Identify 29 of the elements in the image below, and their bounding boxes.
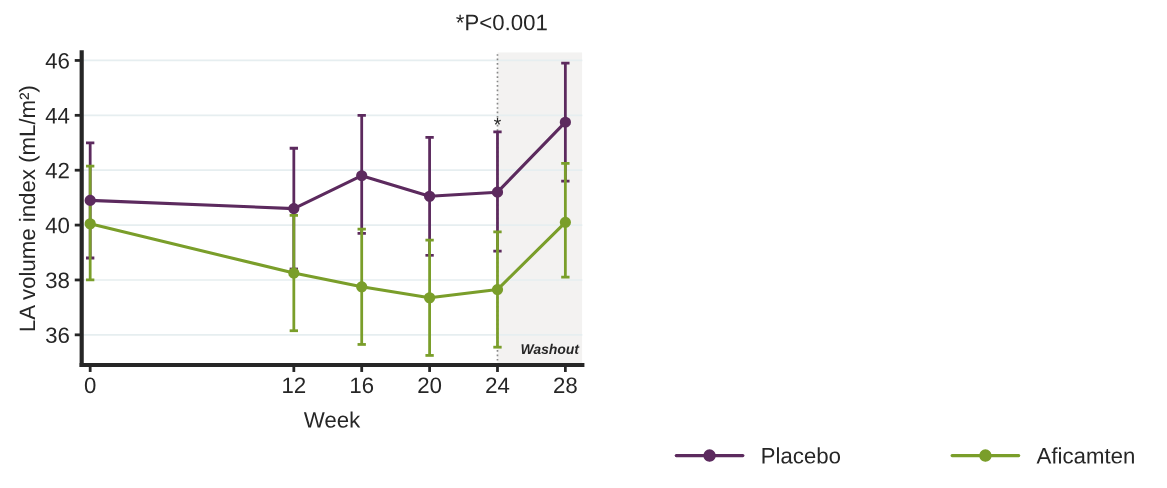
point [559, 116, 571, 128]
annotation: * [494, 117, 501, 125]
legend-label: Aficamten [1036, 447, 1134, 464]
y-tick-label: 46 [45, 52, 69, 69]
text: *P<0.001 [456, 14, 547, 31]
x-tick-label: 20 [418, 377, 442, 394]
point [491, 186, 504, 198]
point [84, 218, 96, 230]
y-tick-label: 42 [45, 162, 69, 179]
point [424, 190, 436, 202]
x-tick-label: 0 [84, 377, 96, 394]
y-axis-title: LA volume index (mL/m²) [18, 86, 40, 331]
point [424, 292, 436, 304]
x-tick-label: 28 [554, 377, 577, 394]
x-tick-label: 16 [351, 377, 374, 394]
y-tick-label: 38 [46, 272, 69, 289]
band-label: Washout [521, 343, 580, 355]
point [356, 170, 368, 182]
x-tick-label: 12 [283, 377, 306, 393]
y-tick-label: 40 [45, 217, 70, 234]
point [356, 281, 368, 293]
legend-label: Placebo [762, 447, 841, 464]
y-tick-label: 44 [45, 108, 70, 124]
point [491, 284, 504, 296]
point [559, 216, 571, 228]
x-tick-label: 24 [486, 377, 510, 393]
point [84, 194, 96, 206]
y-tick-label: 36 [46, 327, 69, 344]
x-axis-title: Week [303, 411, 361, 428]
